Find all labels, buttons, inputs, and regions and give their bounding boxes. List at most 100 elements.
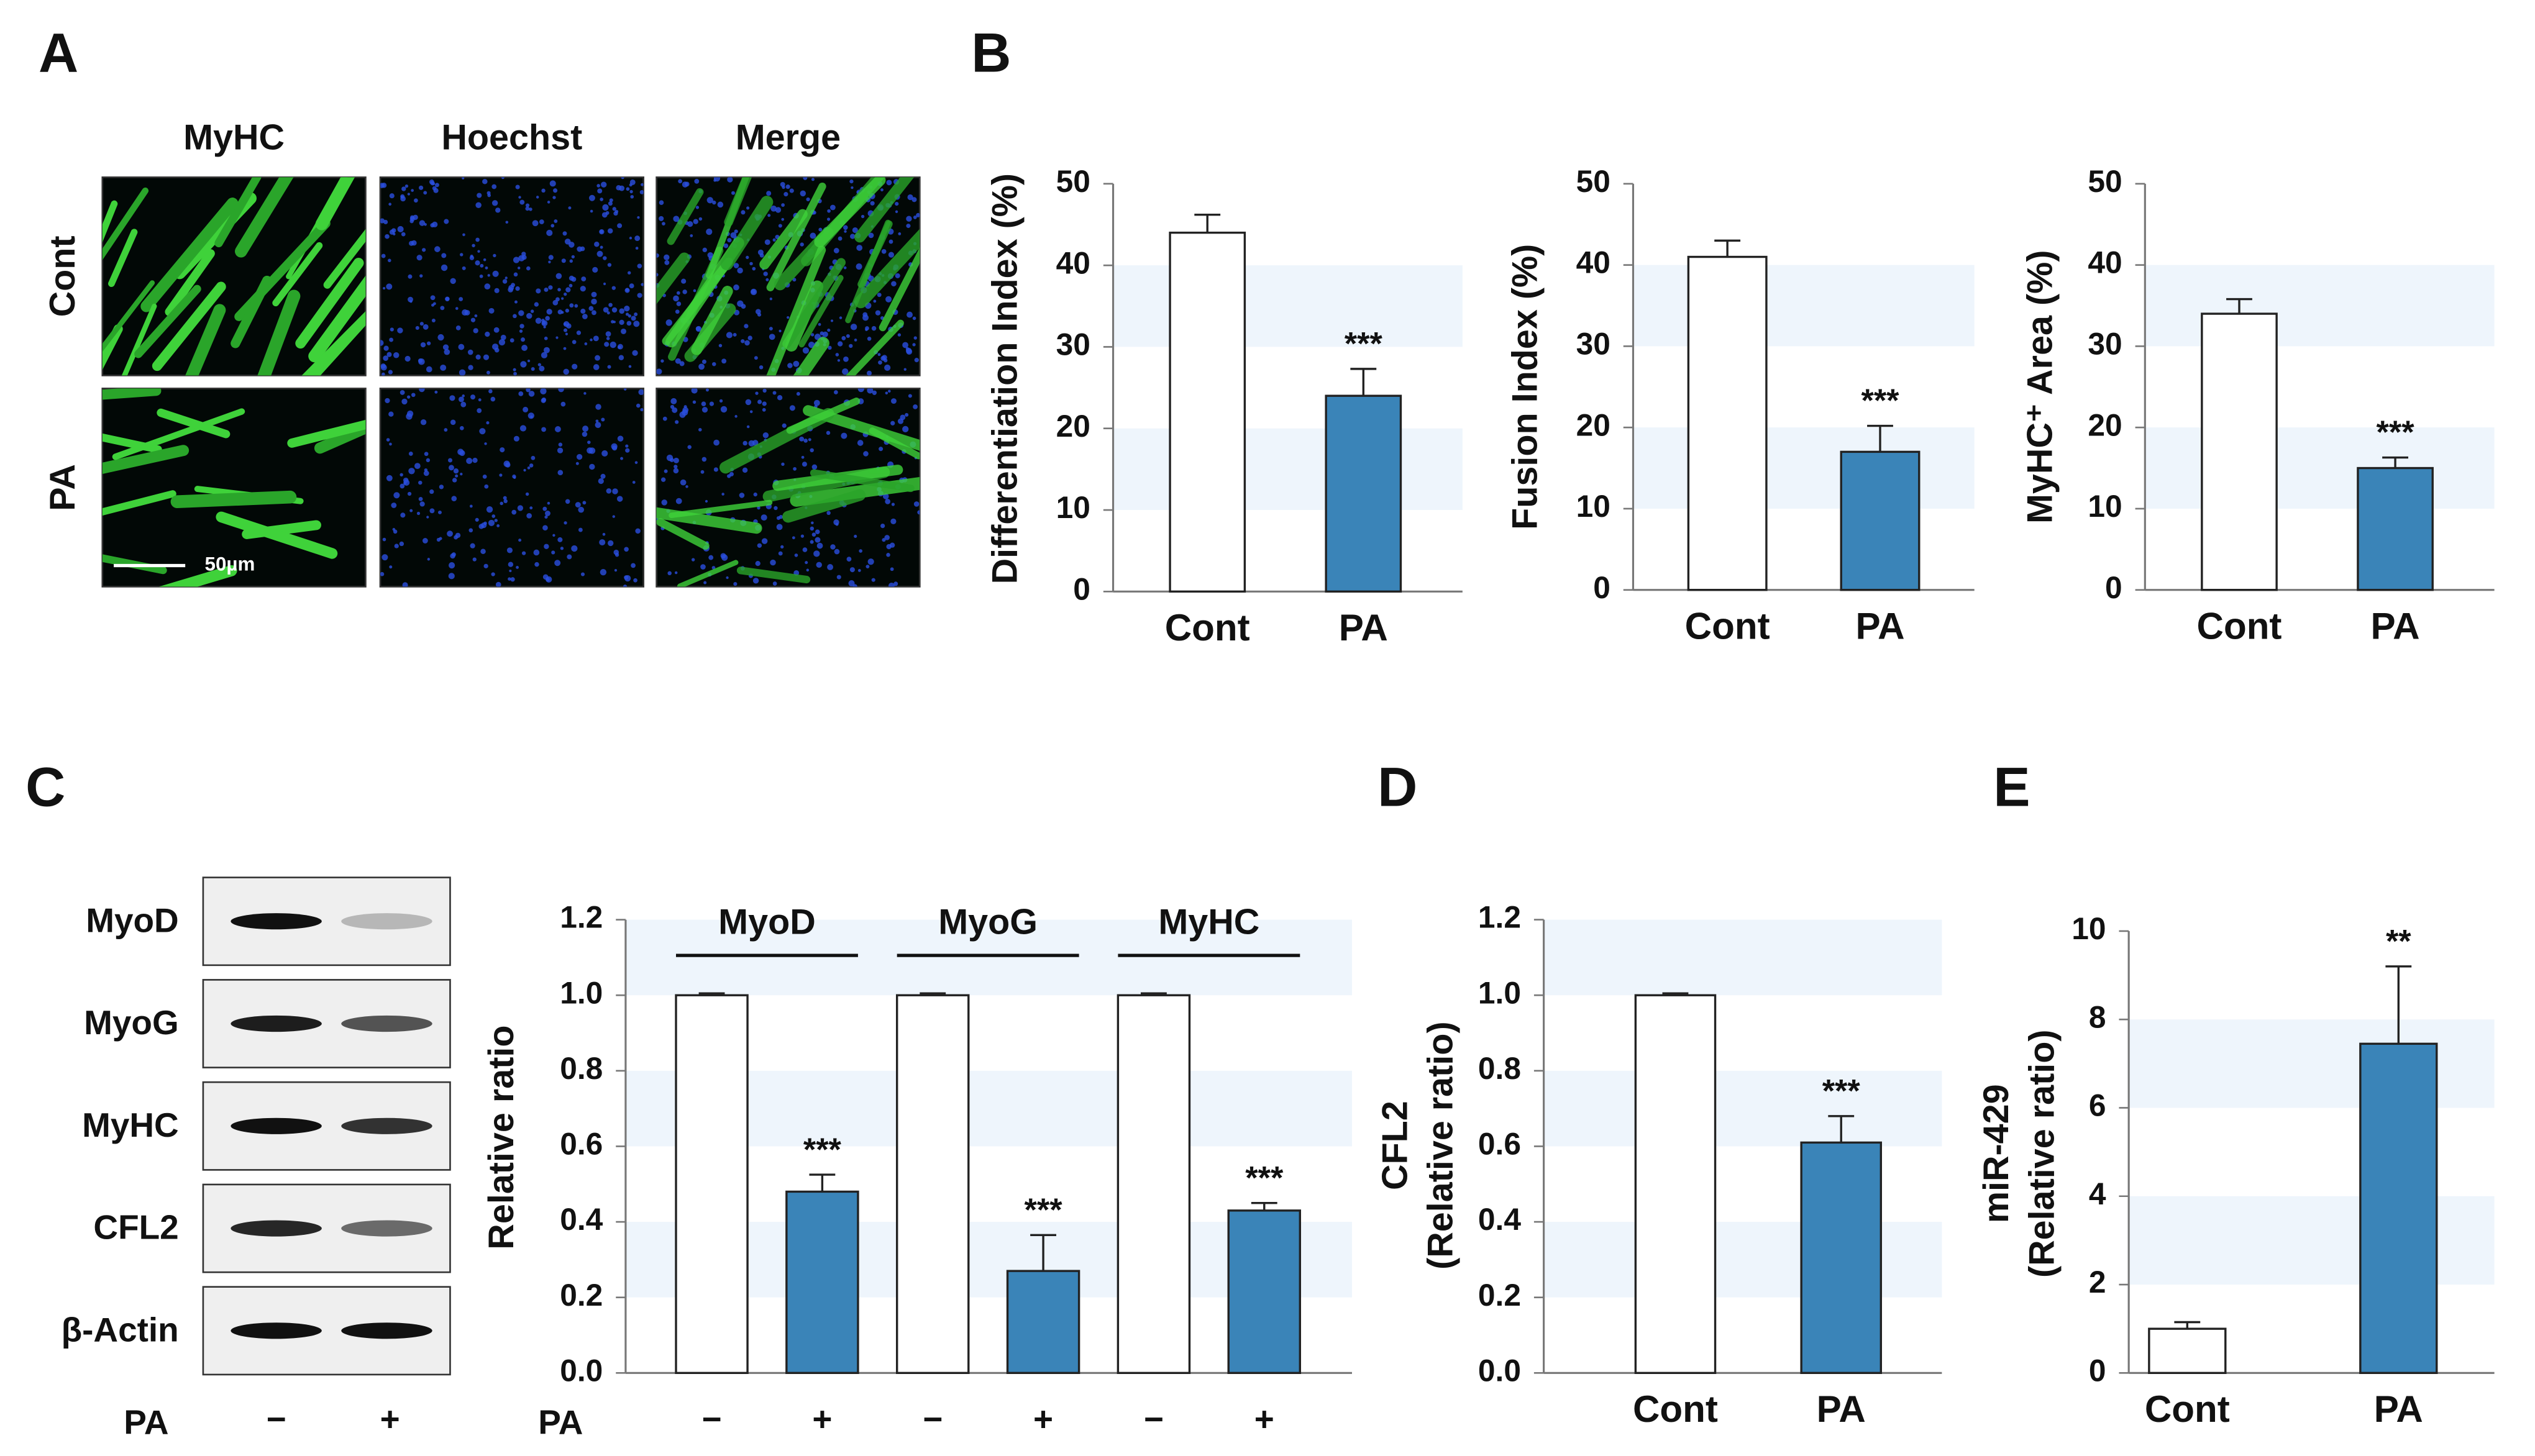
- fiber: [102, 280, 155, 352]
- nucleus: [562, 231, 567, 236]
- micrograph-content: [380, 177, 644, 376]
- nucleus: [529, 506, 533, 510]
- nucleus: [544, 336, 548, 340]
- nucleus: [712, 200, 716, 205]
- nucleus: [607, 263, 612, 267]
- nucleus: [760, 514, 767, 521]
- nucleus: [415, 325, 419, 330]
- nucleus: [502, 279, 508, 284]
- nucleus: [669, 458, 674, 462]
- nucleus: [409, 240, 414, 246]
- nucleus: [606, 337, 610, 340]
- nucleus: [388, 370, 393, 375]
- nucleus: [513, 314, 517, 319]
- significance: ***: [1822, 1073, 1861, 1109]
- nucleus: [477, 193, 482, 198]
- x-tick-label: +: [812, 1399, 832, 1438]
- nucleus: [592, 310, 596, 316]
- grid-stripe: [1633, 265, 1975, 347]
- nucleus: [746, 425, 750, 429]
- nucleus: [907, 194, 913, 201]
- nucleus: [605, 331, 611, 337]
- y-tick-label: 40: [2088, 245, 2122, 280]
- y-tick-label: 0.2: [560, 1278, 603, 1313]
- nucleus: [548, 255, 554, 260]
- nucleus: [775, 207, 782, 213]
- nucleus: [564, 521, 567, 525]
- nucleus: [833, 519, 839, 526]
- nucleus: [539, 365, 545, 371]
- nucleus: [490, 396, 496, 402]
- band: [341, 1220, 432, 1237]
- nucleus: [781, 203, 785, 207]
- nucleus: [418, 480, 422, 485]
- nucleus: [741, 210, 746, 215]
- nucleus: [563, 328, 568, 332]
- nucleus: [503, 496, 507, 500]
- nucleus: [747, 335, 752, 340]
- fiber: [235, 177, 294, 258]
- nucleus: [891, 503, 895, 506]
- nucleus: [432, 186, 437, 191]
- nucleus: [888, 239, 893, 244]
- nucleus: [609, 198, 613, 202]
- nucleus: [635, 247, 639, 250]
- error-bar: [1251, 1201, 1277, 1211]
- nucleus: [772, 238, 776, 242]
- nucleus: [774, 506, 778, 511]
- band: [341, 1322, 432, 1339]
- nucleus: [857, 569, 861, 572]
- y-tick-label: 0.4: [560, 1202, 603, 1237]
- nucleus: [830, 544, 836, 550]
- nucleus: [852, 227, 858, 234]
- nucleus: [459, 369, 466, 376]
- nucleus: [437, 334, 444, 341]
- nucleus: [521, 337, 526, 342]
- nucleus: [755, 560, 760, 566]
- fiber: [170, 490, 297, 509]
- nucleus: [753, 492, 757, 497]
- nucleus: [407, 193, 410, 196]
- nucleus: [601, 417, 605, 422]
- error-bar: [809, 1173, 836, 1192]
- nucleus: [867, 337, 872, 341]
- nucleus: [633, 578, 637, 583]
- nucleus: [587, 447, 593, 454]
- nucleus: [544, 515, 548, 519]
- nucleus: [698, 428, 702, 432]
- error-bar: [1867, 424, 1893, 452]
- nucleus: [518, 391, 524, 396]
- nucleus: [607, 365, 611, 369]
- nucleus: [557, 309, 563, 315]
- y-tick-label: 0.8: [560, 1051, 603, 1086]
- error-bar: [2382, 456, 2408, 468]
- nucleus: [381, 183, 387, 188]
- nucleus: [383, 219, 388, 224]
- column-label: Merge: [736, 117, 841, 157]
- nucleus: [567, 554, 572, 560]
- nucleus: [793, 466, 797, 471]
- nucleus: [719, 399, 723, 403]
- fiber: [782, 489, 866, 523]
- nucleus: [705, 499, 708, 503]
- nucleus: [772, 581, 777, 586]
- nucleus: [470, 317, 476, 322]
- nucleus: [765, 278, 769, 281]
- nucleus: [401, 186, 406, 191]
- nucleus: [726, 576, 729, 580]
- nucleus: [554, 425, 561, 432]
- panel-letter: B: [971, 22, 1011, 83]
- nucleus: [674, 571, 678, 575]
- nucleus: [526, 312, 532, 319]
- nucleus: [849, 567, 855, 573]
- nucleus: [664, 254, 670, 260]
- nucleus: [813, 399, 820, 406]
- nucleus: [808, 341, 815, 348]
- nucleus: [533, 549, 540, 556]
- nucleus: [675, 498, 682, 504]
- fiber: [720, 196, 774, 271]
- nucleus: [902, 425, 909, 433]
- nucleus: [429, 489, 434, 494]
- nucleus: [602, 204, 609, 211]
- nucleus: [638, 389, 644, 395]
